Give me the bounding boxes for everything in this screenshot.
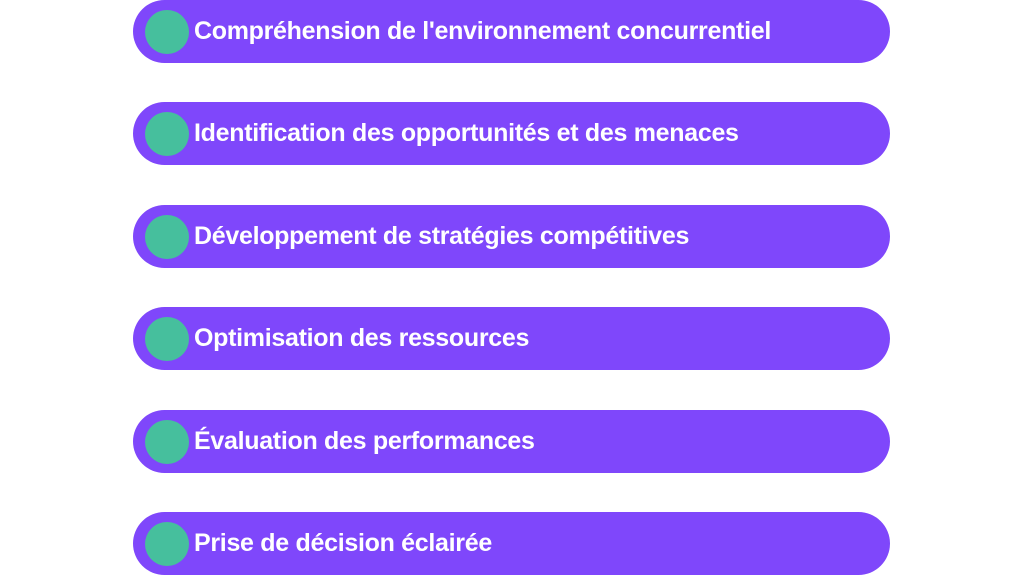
bullet-circle-icon	[145, 316, 189, 361]
list-item-label: Évaluation des performances	[194, 427, 535, 455]
list-item: Évaluation des performances	[133, 410, 890, 473]
list-item-label: Prise de décision éclairée	[194, 529, 492, 557]
list-item: Optimisation des ressources	[133, 307, 890, 370]
bullet-circle-icon	[145, 214, 189, 259]
bullet-circle-icon	[145, 111, 189, 156]
list-item: Développement de stratégies compétitives	[133, 205, 890, 268]
list-item: Identification des opportunités et des m…	[133, 102, 890, 165]
bullet-circle-icon	[145, 521, 189, 566]
list-item: Prise de décision éclairée	[133, 512, 890, 575]
bullet-circle-icon	[145, 419, 189, 464]
list-item-label: Compréhension de l'environnement concurr…	[194, 17, 771, 45]
list-item-label: Optimisation des ressources	[194, 324, 530, 352]
list-item: Compréhension de l'environnement concurr…	[133, 0, 890, 63]
list-item-label: Développement de stratégies compétitives	[194, 222, 690, 250]
bullet-circle-icon	[145, 9, 189, 54]
list-item-label: Identification des opportunités et des m…	[194, 119, 739, 147]
